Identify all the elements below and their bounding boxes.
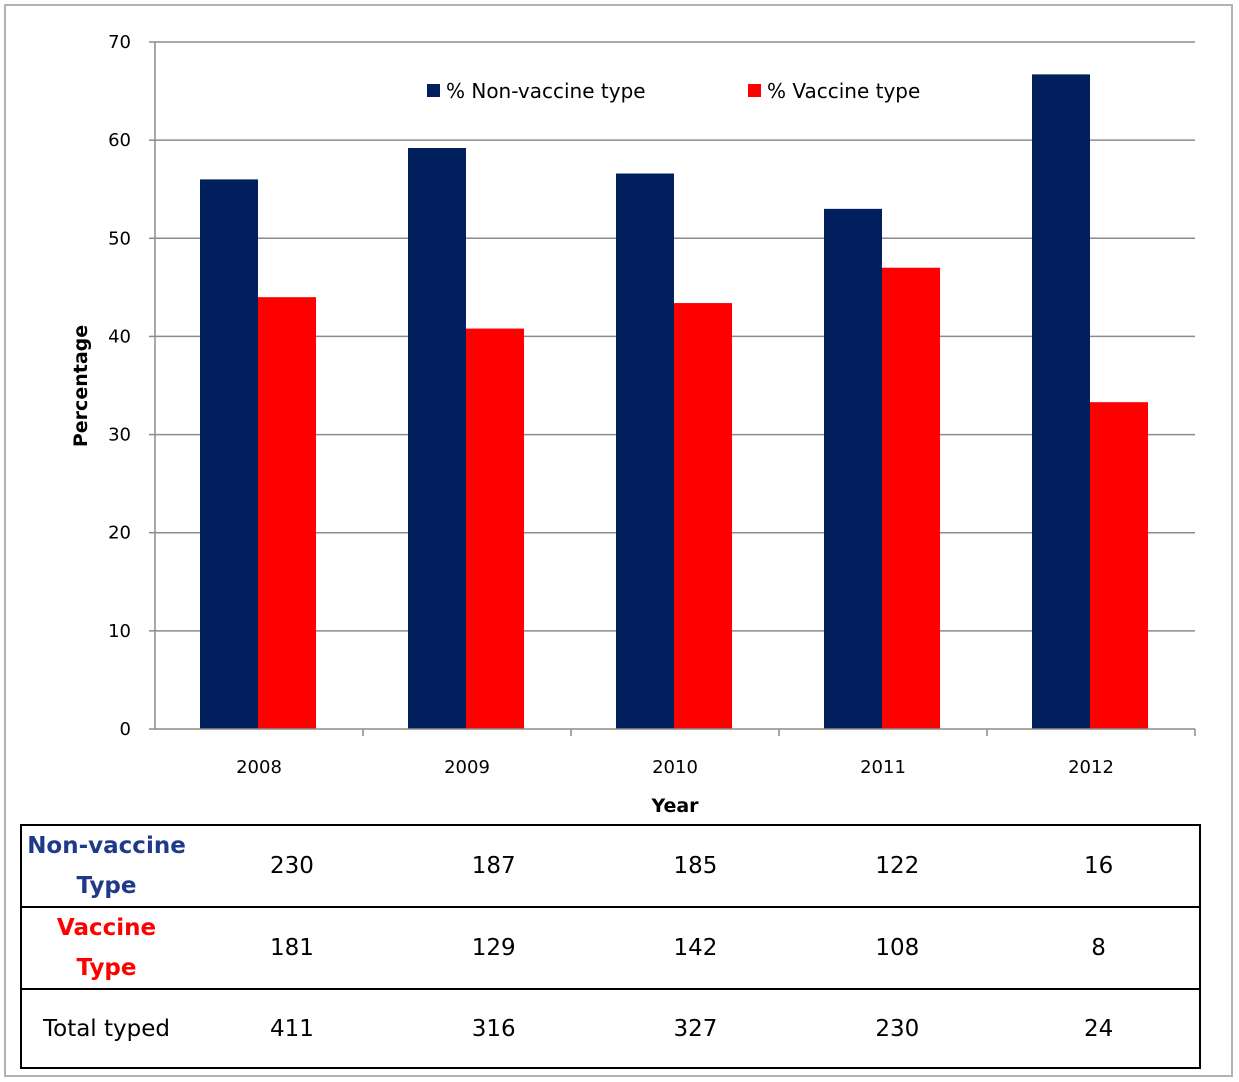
bar-non-vaccine <box>408 147 466 730</box>
bars <box>200 74 1148 730</box>
bar-vaccine <box>466 328 524 729</box>
bar-non-vaccine <box>200 179 258 729</box>
table-row-total: Total typed 411 316 327 230 24 <box>21 988 1200 1069</box>
legend-label: % Vaccine type <box>767 79 920 103</box>
y-tick-label: 50 <box>108 228 131 249</box>
legend-swatch <box>427 84 440 97</box>
y-tick-label: 70 <box>108 32 131 53</box>
table-cell: 129 <box>392 906 595 990</box>
y-axis-title: Percentage <box>70 325 92 447</box>
x-tick-label: 2011 <box>860 757 906 778</box>
table-cell: 316 <box>392 988 595 1069</box>
row-label-line1: Vaccine <box>56 915 157 941</box>
bar-vaccine <box>258 297 316 729</box>
bar-non-vaccine <box>616 173 674 730</box>
bar-non-vaccine <box>1032 74 1090 729</box>
y-tick-labels: 0 10 20 30 40 50 60 70 <box>108 32 131 740</box>
axes <box>149 41 1196 736</box>
y-tick-label: 0 <box>120 719 131 740</box>
table-row-vaccine: Vaccine Type 181 129 142 108 8 <box>21 906 1200 990</box>
legend-swatch <box>748 84 761 97</box>
y-tick-label: 20 <box>108 523 131 544</box>
row-label-total: Total typed <box>21 988 191 1069</box>
table-cell: 230 <box>191 824 393 908</box>
y-tick-label: 10 <box>108 621 131 642</box>
table-cell: 411 <box>191 988 393 1069</box>
table-cell: 181 <box>191 906 393 990</box>
legend-label: % Non-vaccine type <box>446 79 646 103</box>
y-tick-label: 40 <box>108 326 131 347</box>
table-cell: 187 <box>392 824 595 908</box>
table-cell: 327 <box>594 988 797 1069</box>
table-cell: 8 <box>998 906 1200 990</box>
row-label-line1: Total typed <box>42 1015 170 1042</box>
bar-vaccine <box>674 303 732 729</box>
counts-table: Non-vaccine Type 230 187 185 122 16 Vacc… <box>20 824 1201 1069</box>
table-cell: 230 <box>796 988 999 1069</box>
table-cell: 142 <box>594 906 797 990</box>
x-tick-label: 2012 <box>1068 757 1114 778</box>
table-cell: 185 <box>594 824 797 908</box>
bar-vaccine <box>1090 402 1148 729</box>
x-tick-label: 2008 <box>236 757 282 778</box>
x-tick-label: 2009 <box>444 757 490 778</box>
x-tick-labels: 2008 2009 2010 2011 2012 <box>236 757 1114 778</box>
bar-non-vaccine <box>824 208 882 730</box>
x-axis-title: Year <box>650 795 699 817</box>
row-label-non-vaccine: Non-vaccine Type <box>21 824 191 908</box>
table-cell: 16 <box>998 824 1200 908</box>
bar-vaccine <box>882 267 940 729</box>
table-cell: 122 <box>796 824 999 908</box>
row-label-line2: Type <box>76 955 137 981</box>
legend: % Non-vaccine type % Vaccine type <box>427 79 920 103</box>
x-tick-label: 2010 <box>652 757 698 778</box>
bar-chart: 0 10 20 30 40 50 60 70 2008 2009 2010 2011 2012 Yea… <box>70 32 1196 817</box>
table-row-non-vaccine: Non-vaccine Type 230 187 185 122 16 <box>21 824 1200 908</box>
y-tick-label: 60 <box>108 130 131 151</box>
row-label-line2: Type <box>76 873 137 899</box>
table-cell: 108 <box>796 906 999 990</box>
y-tick-label: 30 <box>108 425 131 446</box>
row-label-line1: Non-vaccine <box>27 833 186 859</box>
gridlines <box>155 41 1195 632</box>
table-cell: 24 <box>998 988 1200 1069</box>
row-label-vaccine: Vaccine Type <box>21 906 191 990</box>
